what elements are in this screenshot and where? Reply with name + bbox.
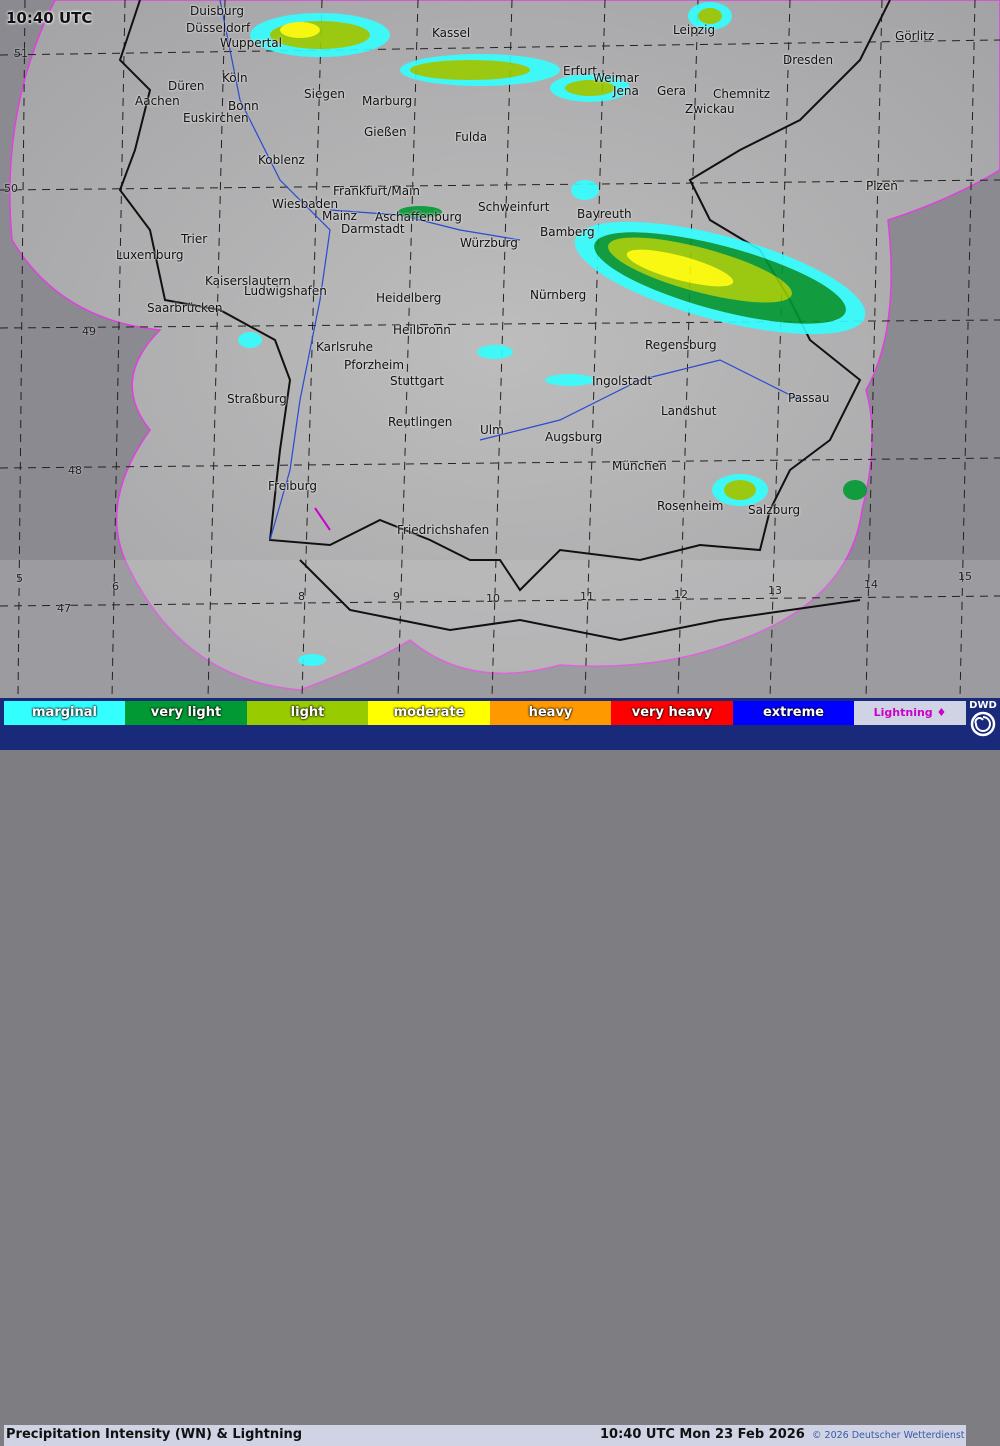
city-label: Wiesbaden: [272, 197, 339, 211]
city-label: Freiburg: [268, 479, 317, 493]
city-label: Kassel: [432, 26, 471, 40]
legend-moderate: moderate: [368, 701, 490, 725]
logo-text: DWD: [969, 700, 997, 711]
city-label: Heidelberg: [376, 291, 442, 305]
city-label: Gera: [657, 84, 686, 98]
city-label: Weimar: [593, 71, 639, 85]
city-label: Karlsruhe: [316, 340, 374, 354]
city-label: Nürnberg: [530, 288, 587, 302]
city-label: Salzburg: [748, 503, 801, 517]
legend-light: light: [247, 701, 368, 725]
longitude-label: 13: [768, 584, 782, 597]
map-title: Precipitation Intensity (WN) & Lightning: [6, 1427, 303, 1442]
longitude-label: 11: [580, 590, 594, 603]
city-label: Bamberg: [540, 225, 595, 239]
city-label: Ludwigshafen: [244, 284, 327, 298]
city-label: Düsseldorf: [186, 21, 251, 35]
city-label: Frankfurt/Main: [333, 184, 421, 198]
latitude-label: 48: [68, 464, 82, 477]
longitude-label: 5: [16, 572, 23, 585]
latitude-label: 50: [4, 182, 18, 195]
city-label: Bonn: [228, 99, 259, 113]
city-label: Saarbrücken: [147, 301, 223, 315]
city-label: Köln: [222, 71, 248, 85]
city-label: Darmstadt: [341, 222, 405, 236]
city-label: Jena: [613, 84, 639, 98]
city-label: Mainz: [322, 209, 357, 223]
dwd-swirl-icon: [970, 711, 996, 737]
city-label: Pforzheim: [344, 358, 405, 372]
legend-very-heavy: very heavy: [611, 701, 733, 725]
city-label: Duisburg: [190, 4, 244, 18]
city-label: Regensburg: [645, 338, 717, 352]
city-label: Friedrichshafen: [397, 523, 490, 537]
city-label: Heilbronn: [393, 323, 451, 337]
radar-coverage-area: [9, 0, 1000, 691]
legend-marginal: marginal: [4, 701, 125, 725]
city-label: Dresden: [783, 53, 834, 67]
city-label: Aschaffenburg: [375, 210, 462, 224]
city-label: Zwickau: [685, 102, 735, 116]
latitude-label: 49: [82, 325, 96, 338]
city-label: Siegen: [304, 87, 345, 101]
latitude-label: 47: [57, 602, 71, 615]
city-label: Fulda: [455, 130, 488, 144]
city-label: Düren: [168, 79, 205, 93]
city-label: Stuttgart: [390, 374, 444, 388]
city-label: Kaiserslautern: [205, 274, 291, 288]
city-label: Trier: [181, 232, 208, 246]
legend-bar: marginal very light light moderate heavy…: [0, 698, 1000, 1446]
rivers: [219, 0, 801, 541]
copyright: © 2026 Deutscher Wetterdienst: [812, 1430, 965, 1441]
lightning-mark: [314, 507, 331, 531]
dwd-logo: DWD: [966, 698, 1000, 750]
city-label: Reutlingen: [388, 415, 453, 429]
city-label: Straßburg: [227, 392, 287, 406]
city-label: Rosenheim: [657, 499, 724, 513]
map-base: [0, 0, 1000, 699]
city-label: Bayreuth: [577, 207, 632, 221]
city-label: Ulm: [480, 423, 504, 437]
longitude-label: 9: [393, 590, 400, 603]
map-timestamp: 10:40 UTC Mon 23 Feb 2026: [600, 1427, 805, 1442]
city-label: Plzeň: [866, 179, 898, 193]
city-label: Leipzig: [673, 23, 716, 37]
city-label: Wuppertal: [220, 36, 282, 50]
city-label: Luxemburg: [116, 248, 184, 262]
city-label: Augsburg: [545, 430, 603, 444]
city-label: Euskirchen: [183, 111, 249, 125]
longitude-label: 12: [674, 588, 688, 601]
city-label: Koblenz: [258, 153, 305, 167]
city-label: Aachen: [135, 94, 180, 108]
city-label: Görlitz: [895, 29, 935, 43]
city-label: Passau: [788, 391, 830, 405]
city-label: Ingolstadt: [592, 374, 653, 388]
city-label: Chemnitz: [713, 87, 770, 101]
city-label: Schweinfurt: [478, 200, 550, 214]
precipitation: [238, 2, 867, 666]
legend-very-light: very light: [125, 701, 247, 725]
radar-map[interactable]: 10:40 UTC Duisburg Düsseldorf Wuppertal Kas…: [0, 0, 1000, 699]
city-label: Gießen: [364, 125, 407, 139]
longitude-label: 6: [112, 580, 119, 593]
longitude-label: 15: [958, 570, 972, 583]
longitude-label: 10: [486, 592, 500, 605]
footer: Precipitation Intensity (WN) & Lightning…: [4, 1425, 966, 1446]
graticule: [0, 0, 1000, 699]
city-label: Erfurt: [563, 64, 597, 78]
legend-heavy: heavy: [490, 701, 611, 725]
city-label: Landshut: [661, 404, 717, 418]
city-label: Würzburg: [460, 236, 518, 250]
longitude-label: 14: [864, 578, 878, 591]
legend-extreme: extreme: [733, 701, 854, 725]
latitude-label: 51: [14, 47, 28, 60]
legend-lightning: Lightning ♦: [854, 701, 966, 725]
city-label: Marburg: [362, 94, 413, 108]
time-overlay: 10:40 UTC: [6, 9, 93, 27]
country-borders: [118, 0, 891, 642]
longitude-label: 8: [298, 590, 305, 603]
city-label: München: [612, 459, 667, 473]
